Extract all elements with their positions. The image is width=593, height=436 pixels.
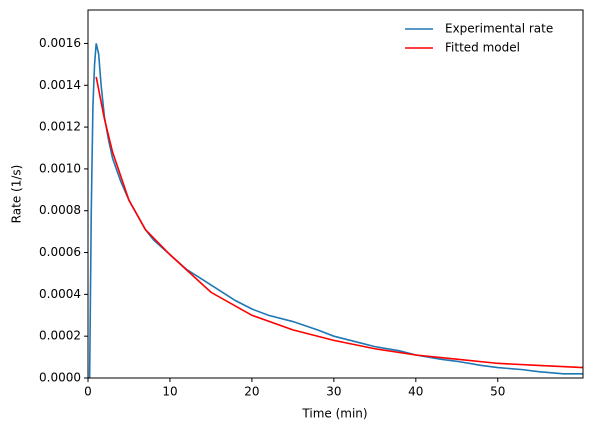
y-tick-label: 0.0004 bbox=[39, 287, 81, 301]
series-line bbox=[95, 76, 583, 369]
y-tick-label: 0.0012 bbox=[39, 120, 81, 134]
y-tick-label: 0.0000 bbox=[39, 371, 81, 385]
x-tick-label: 0 bbox=[84, 385, 92, 399]
y-tick-label: 0.0006 bbox=[39, 245, 81, 259]
x-tick-label: 50 bbox=[490, 385, 505, 399]
y-tick-label: 0.0010 bbox=[39, 161, 81, 175]
legend-label: Fitted model bbox=[445, 41, 520, 55]
series-line bbox=[88, 43, 583, 378]
y-tick-label: 0.0002 bbox=[39, 329, 81, 343]
x-tick-label: 30 bbox=[326, 385, 341, 399]
x-tick-label: 40 bbox=[408, 385, 423, 399]
y-axis-label: Rate (1/s) bbox=[10, 165, 24, 224]
y-tick-label: 0.0008 bbox=[39, 203, 81, 217]
x-tick-label: 10 bbox=[162, 385, 177, 399]
legend-label: Experimental rate bbox=[445, 22, 553, 36]
y-tick-label: 0.0016 bbox=[39, 36, 81, 50]
x-tick-label: 20 bbox=[244, 385, 259, 399]
plot-frame bbox=[87, 9, 584, 379]
y-tick-label: 0.0014 bbox=[39, 78, 81, 92]
x-axis-label: Time (min) bbox=[301, 407, 367, 421]
